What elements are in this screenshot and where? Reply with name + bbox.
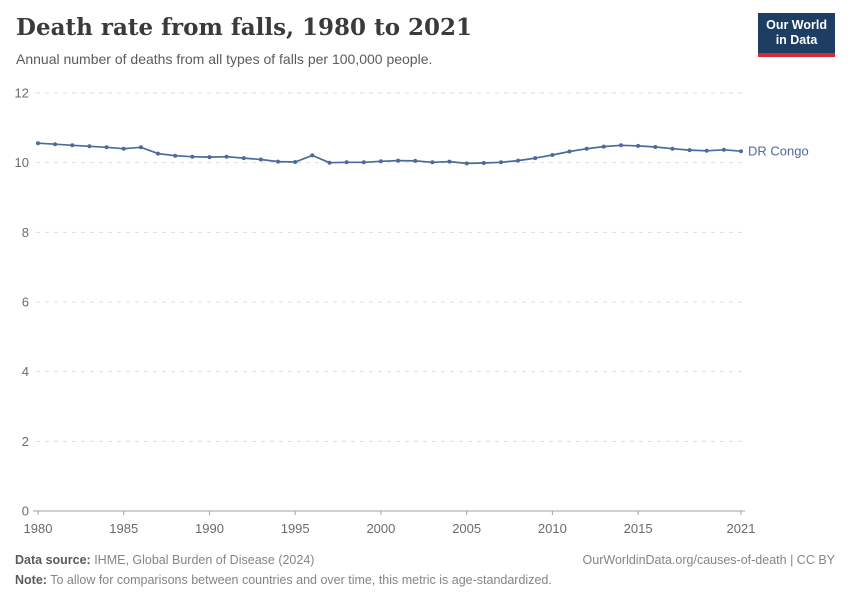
y-tick-label: 2 — [22, 434, 29, 449]
data-point — [464, 161, 469, 166]
data-point — [636, 143, 641, 148]
data-point — [327, 160, 332, 165]
data-point — [36, 141, 40, 146]
note-label: Note: — [15, 572, 47, 587]
data-point — [258, 157, 263, 162]
y-tick-label: 0 — [22, 504, 29, 519]
x-tick-label: 2010 — [538, 521, 567, 536]
grid-layer: 0 2 4 6 8 10 12 — [15, 86, 745, 519]
x-tick-label: 2000 — [366, 521, 395, 536]
data-point — [121, 146, 126, 151]
dr-congo-line — [37, 142, 742, 165]
x-tick-label: 2015 — [624, 521, 653, 536]
data-point — [721, 147, 726, 152]
attribution-line: OurWorldinData.org/causes-of-death | CC … — [583, 551, 835, 570]
y-tick-label: 8 — [22, 225, 29, 240]
x-tick-label: 1990 — [195, 521, 224, 536]
data-point — [704, 148, 709, 153]
note-line: Note: To allow for comparisons between c… — [15, 571, 835, 590]
data-point — [670, 146, 675, 151]
logo-line-2: in Data — [775, 33, 818, 48]
data-source-line: Data source: IHME, Global Burden of Dise… — [15, 551, 314, 570]
data-point — [584, 146, 589, 151]
data-point — [550, 153, 555, 157]
data-point — [173, 153, 178, 158]
data-point — [567, 149, 572, 154]
data-point — [224, 154, 229, 159]
data-point — [104, 145, 109, 150]
data-point — [430, 160, 435, 165]
y-tick-label: 6 — [22, 295, 29, 310]
data-source-text: IHME, Global Burden of Disease (2024) — [90, 553, 315, 568]
page-title: Death rate from falls, 1980 to 2021 — [16, 14, 473, 41]
footer-link[interactable]: OurWorldinData.org/causes-of-death — [582, 553, 787, 568]
data-point — [138, 145, 143, 150]
y-tick-label: 10 — [15, 155, 29, 170]
owid-logo[interactable]: Our World in Data — [758, 13, 835, 57]
x-tick-label: 2005 — [452, 521, 481, 536]
y-tick-label: 12 — [15, 86, 29, 101]
logo-line-1: Our World — [766, 18, 827, 32]
data-point — [619, 143, 623, 148]
x-tick-label: 2021 — [727, 521, 756, 536]
y-tick-label: 4 — [22, 364, 29, 379]
data-point — [344, 160, 349, 165]
data-point — [310, 153, 315, 158]
data-point — [190, 154, 195, 159]
data-point — [293, 160, 298, 164]
data-point — [739, 149, 743, 154]
series-layer — [36, 141, 743, 166]
data-point — [378, 159, 383, 164]
data-point — [70, 143, 75, 148]
data-point — [653, 145, 658, 149]
data-point — [396, 158, 401, 163]
data-point — [481, 161, 486, 165]
data-point — [156, 151, 160, 156]
data-point — [533, 156, 538, 161]
note-text: To allow for comparisons between countri… — [46, 572, 552, 587]
x-tick-label: 1985 — [109, 521, 138, 536]
chart-footer: Data source: IHME, Global Burden of Dise… — [15, 551, 835, 590]
data-point — [516, 158, 521, 163]
data-point — [207, 155, 212, 160]
data-source-label: Data source: — [15, 553, 91, 568]
axis-layer: 1980 1985 1990 1995 2000 2005 2010 2015 2021 — [24, 510, 756, 536]
data-point — [687, 148, 692, 153]
series-label-dr-congo[interactable]: DR Congo — [748, 144, 809, 159]
page-subtitle: Annual number of deaths from all types o… — [16, 51, 433, 67]
data-point — [87, 144, 92, 149]
data-point — [447, 159, 452, 164]
x-tick-label: 1995 — [281, 521, 310, 536]
x-tick-label: 1980 — [24, 521, 53, 536]
license-text: | CC BY — [786, 553, 835, 568]
data-point — [499, 160, 503, 165]
data-point — [413, 158, 418, 163]
data-point — [53, 142, 58, 147]
data-point — [241, 156, 246, 161]
data-point — [601, 144, 606, 149]
data-point — [276, 159, 280, 164]
data-point — [361, 160, 366, 165]
